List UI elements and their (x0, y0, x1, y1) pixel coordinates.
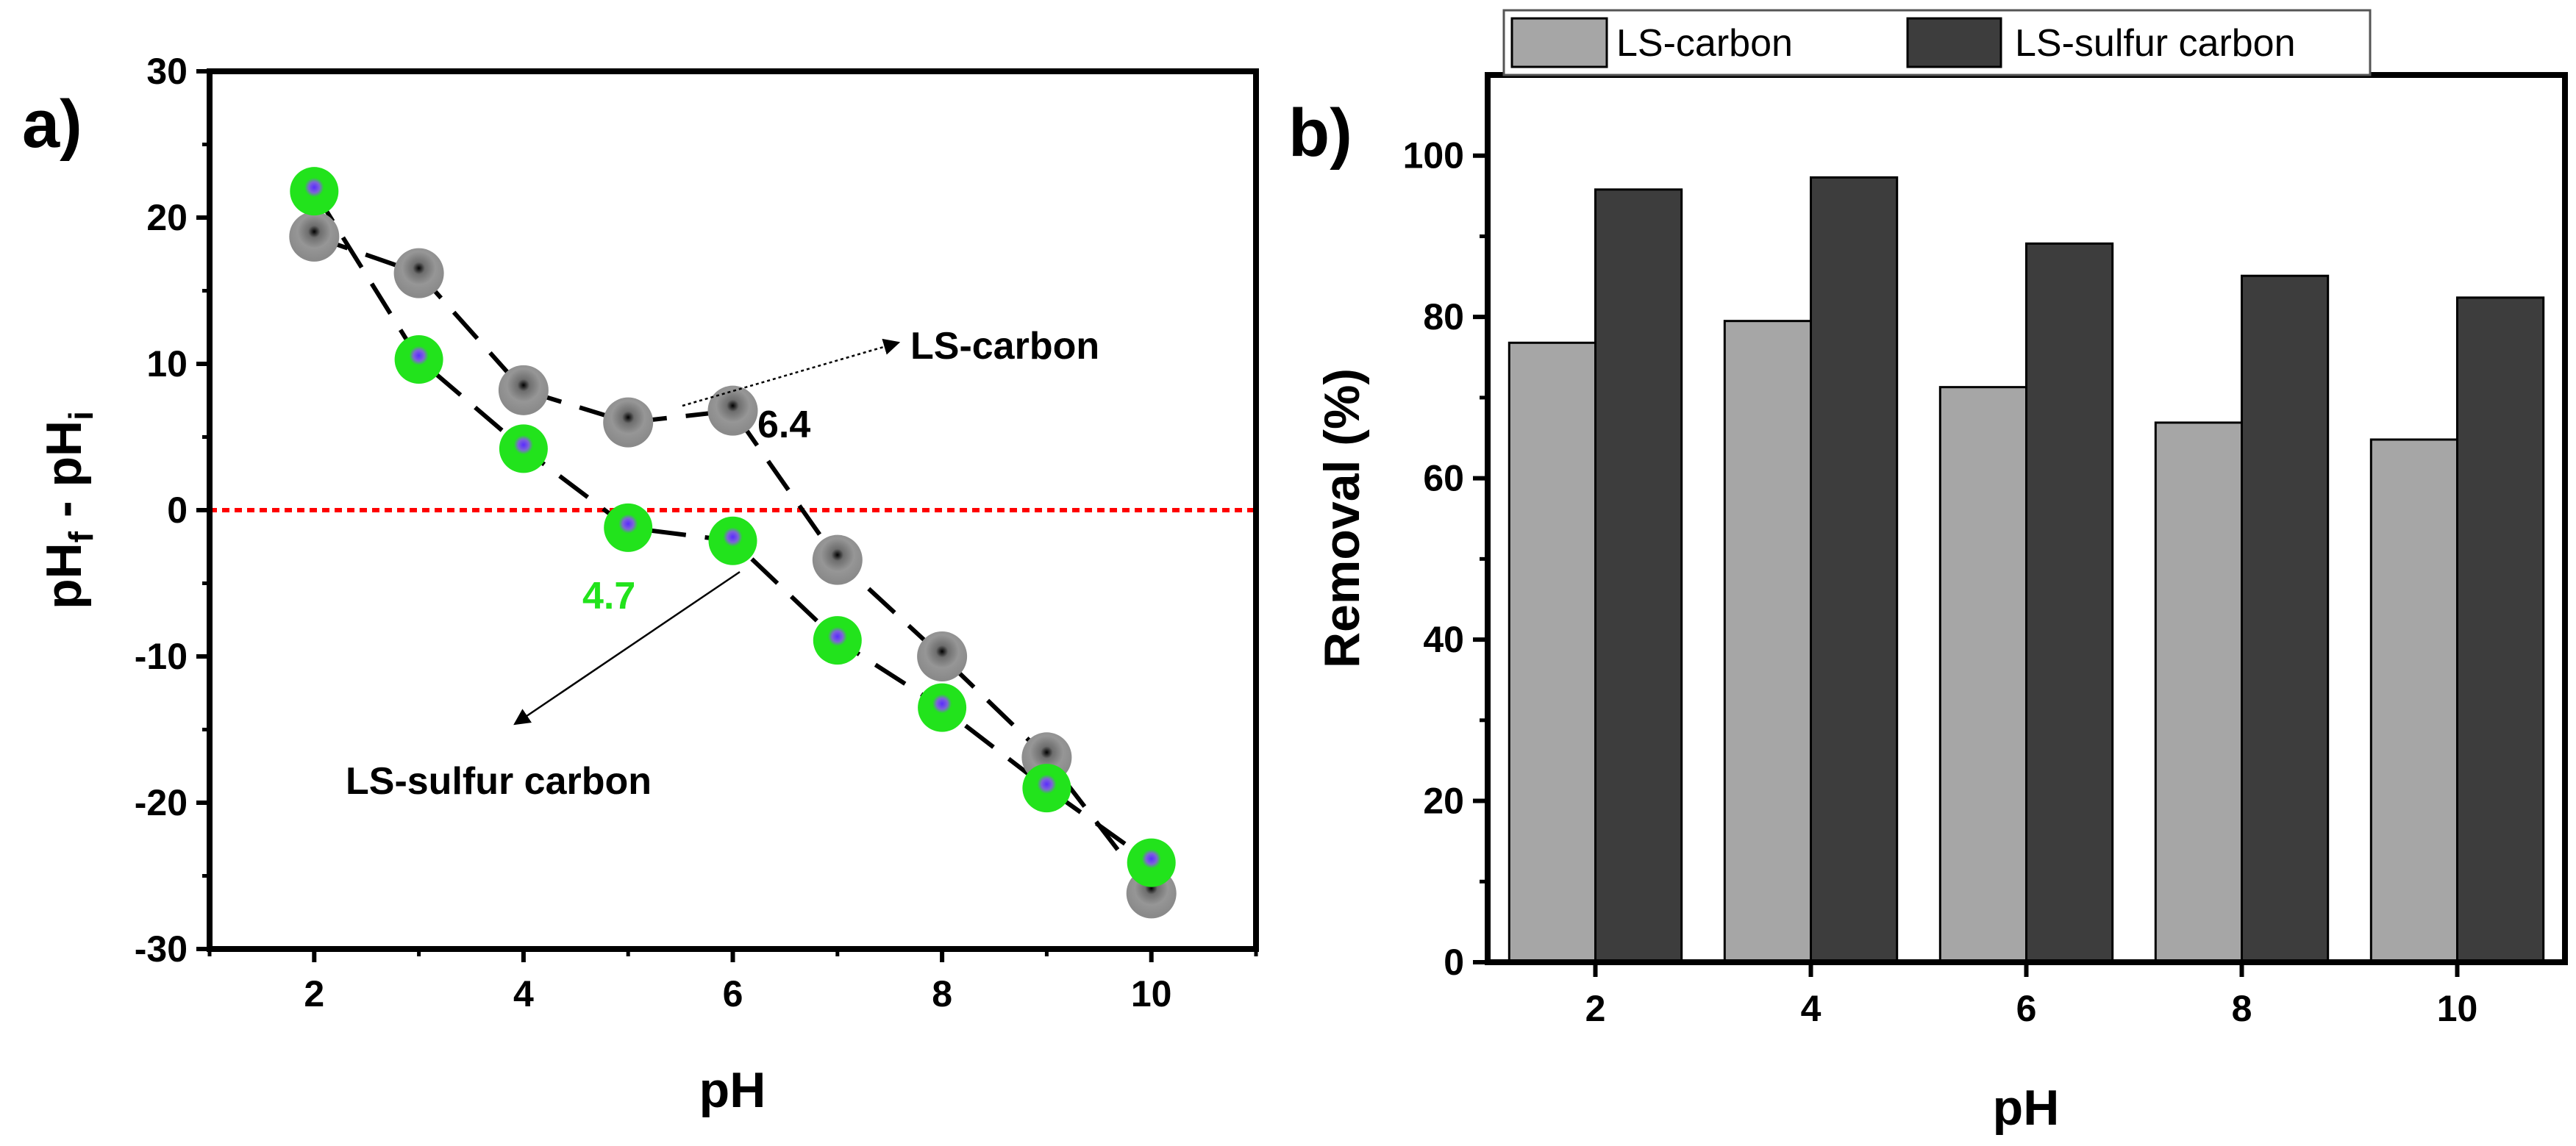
y-tick-label: 0 (167, 490, 188, 531)
annotation-ls-sulfur-carbon: LS-sulfur carbon (346, 760, 652, 803)
annotation-pzc-ls-carbon: 6.4 (757, 404, 810, 446)
data-point-ls-sulfur-carbon (394, 335, 443, 384)
x-tick-label: 4 (1801, 988, 1822, 1029)
bar-ls-carbon (2369, 438, 2459, 964)
y-tick-label: -10 (135, 636, 188, 677)
panel-a-x-axis-title: pH (699, 1062, 766, 1118)
data-point-ls-sulfur-carbon (1022, 764, 1071, 813)
panel-a-x-axis-ticks: 2 4 6 8 10 (207, 949, 1258, 1014)
data-point-ls-sulfur-carbon (918, 683, 967, 732)
bar-ls-carbon (2154, 421, 2244, 964)
data-point-ls-sulfur-carbon (1127, 838, 1176, 887)
y-tick-label: 40 (1423, 619, 1464, 660)
ylabel-part-ph-final: pH (36, 542, 92, 609)
x-tick-label: 8 (2232, 988, 2252, 1029)
legend-label-ls-sulfur-carbon: LS-sulfur carbon (2015, 22, 2296, 65)
bar-ls-sulfur-carbon (2025, 242, 2114, 964)
panel-b-bars (1508, 176, 2545, 964)
x-tick-label: 4 (513, 973, 534, 1014)
data-point-ls-sulfur-carbon (499, 424, 548, 473)
panel-b-y-axis-title: Removal (%) (1314, 368, 1370, 668)
panel-b: b) 0 20 40 60 80 100 2 4 6 8 10 LS-carbon LS-sulf… (1288, 9, 2568, 1136)
annotation-arrow-ls-carbon (682, 338, 901, 407)
y-tick-label: 20 (146, 197, 188, 238)
legend-swatch-ls-sulfur-carbon (1906, 17, 2002, 68)
y-tick-label: 100 (1403, 135, 1464, 176)
panel-a-y-axis-ticks: -30 -20 -10 0 10 20 30 (135, 51, 210, 970)
x-tick-label: 10 (2437, 988, 2478, 1029)
panel-a-y-axis-title: pHf - pHi (36, 411, 100, 609)
x-tick-label: 6 (723, 973, 743, 1014)
ylabel-part-ph-initial: - pH (36, 420, 92, 531)
panel-b-y-axis-ticks: 0 20 40 60 80 100 (1403, 135, 1488, 983)
data-point-ls-carbon (498, 365, 549, 415)
panel-b-x-axis-title: pH (1993, 1080, 2060, 1136)
data-point-ls-sulfur-carbon (813, 616, 862, 665)
ylabel-sub-f: f (62, 531, 100, 542)
panel-a-label: a) (22, 87, 82, 162)
data-point-ls-carbon (603, 397, 654, 448)
annotation-ls-carbon: LS-carbon (910, 325, 1099, 368)
data-point-ls-sulfur-carbon (290, 167, 339, 216)
legend: LS-carbon LS-sulfur carbon (1502, 9, 2372, 76)
legend-label-ls-carbon: LS-carbon (1616, 22, 1793, 65)
series-line-ls-carbon (313, 234, 1154, 895)
annotation-arrow-ls-sulfur-carbon (513, 570, 741, 726)
data-point-ls-carbon (289, 211, 340, 262)
annotation-pzc-ls-sulfur-carbon: 4.7 (582, 575, 635, 617)
x-tick-label: 10 (1131, 973, 1172, 1014)
data-point-ls-sulfur-carbon (604, 503, 653, 552)
x-tick-label: 2 (1585, 988, 1606, 1029)
y-tick-label: 20 (1423, 781, 1464, 822)
y-tick-label: 30 (146, 51, 188, 92)
bar-ls-carbon (1508, 341, 1597, 964)
data-point-ls-sulfur-carbon (708, 516, 757, 565)
panel-b-label: b) (1288, 96, 1352, 171)
ylabel-sub-i: i (62, 411, 100, 420)
x-tick-label: 6 (2016, 988, 2037, 1029)
bar-ls-carbon (1723, 320, 1813, 964)
data-point-ls-carbon (393, 248, 444, 298)
y-tick-label: 60 (1423, 458, 1464, 499)
bar-ls-carbon (1938, 386, 2028, 964)
y-tick-label: -20 (135, 782, 188, 823)
data-point-ls-carbon (917, 631, 968, 681)
bar-ls-sulfur-carbon (2456, 296, 2545, 964)
x-tick-label: 8 (932, 973, 952, 1014)
legend-swatch-ls-carbon (1510, 17, 1608, 68)
bar-ls-sulfur-carbon (1594, 188, 1683, 964)
y-tick-label: 0 (1444, 942, 1464, 983)
bar-ls-sulfur-carbon (2241, 274, 2330, 964)
x-tick-label: 2 (304, 973, 324, 1014)
panel-a: a) -30 -20 -10 0 10 20 30 2 4 6 8 10 LS-carbon LS-… (22, 51, 1259, 1118)
panel-a-plot-frame (207, 68, 1259, 952)
panel-b-x-axis-ticks: 2 4 6 8 10 (1585, 962, 2478, 1029)
panel-a-data-points (289, 167, 1177, 919)
data-point-ls-carbon (812, 534, 863, 585)
y-tick-label: 80 (1423, 296, 1464, 337)
bar-ls-sulfur-carbon (1810, 176, 1899, 964)
data-point-ls-carbon (707, 385, 758, 436)
y-tick-label: -30 (135, 928, 188, 970)
y-tick-label: 10 (146, 343, 188, 384)
